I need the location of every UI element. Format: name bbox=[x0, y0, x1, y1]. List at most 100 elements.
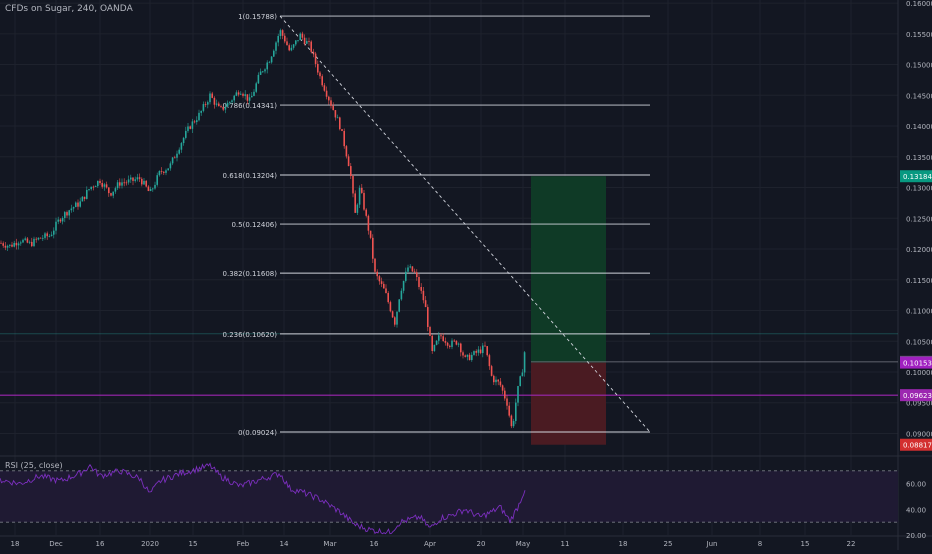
candle-body bbox=[141, 178, 143, 185]
candle-body bbox=[468, 354, 471, 361]
candle-body bbox=[444, 341, 447, 343]
candle-body bbox=[46, 233, 48, 237]
candle-body bbox=[312, 51, 315, 54]
candle-body bbox=[339, 117, 341, 130]
x-tick-label: 18 bbox=[11, 540, 20, 548]
candle-body bbox=[376, 271, 378, 277]
candle-body bbox=[475, 351, 477, 353]
candle-body bbox=[42, 237, 44, 239]
candle-body bbox=[391, 311, 394, 318]
candle-body bbox=[66, 212, 68, 216]
candle-body bbox=[75, 202, 77, 208]
candle-body bbox=[281, 30, 284, 36]
candle-body bbox=[290, 47, 293, 51]
candle-body bbox=[61, 217, 64, 222]
candle-body bbox=[429, 327, 431, 336]
candle-body bbox=[284, 35, 286, 42]
candle-body bbox=[233, 95, 235, 101]
candle-body bbox=[4, 245, 7, 248]
candle-body bbox=[72, 207, 75, 209]
candle-body bbox=[185, 130, 187, 138]
candle-body bbox=[308, 41, 310, 42]
candle-body bbox=[477, 349, 480, 353]
candle-body bbox=[101, 183, 103, 187]
candle-body bbox=[416, 272, 418, 278]
candle-body bbox=[334, 110, 337, 118]
candle-body bbox=[187, 126, 189, 131]
candle-body bbox=[246, 94, 249, 101]
candle-body bbox=[519, 376, 521, 387]
candle-body bbox=[299, 33, 301, 41]
candle-body bbox=[242, 93, 244, 96]
candle-body bbox=[114, 188, 117, 192]
candle-body bbox=[22, 239, 24, 243]
rsi-line bbox=[0, 462, 526, 535]
fib-level-label: 0.5(0.12406) bbox=[231, 221, 277, 229]
candle-body bbox=[367, 215, 370, 231]
candle-body bbox=[431, 335, 433, 351]
candle-body bbox=[350, 166, 352, 176]
candle-body bbox=[198, 112, 200, 121]
candle-body bbox=[224, 106, 227, 110]
candle-body bbox=[50, 234, 53, 237]
candle-body bbox=[97, 180, 99, 187]
candle-body bbox=[385, 288, 387, 294]
candle-body bbox=[31, 241, 33, 247]
candle-body bbox=[143, 180, 145, 185]
candle-body bbox=[372, 237, 374, 259]
candle-body bbox=[286, 41, 288, 46]
candle-body bbox=[108, 187, 110, 194]
candle-body bbox=[229, 101, 231, 103]
candle-body bbox=[215, 103, 218, 105]
candle-body bbox=[68, 210, 70, 216]
candle-body bbox=[6, 245, 9, 248]
candle-body bbox=[449, 345, 451, 347]
candle-body bbox=[488, 355, 491, 367]
candle-body bbox=[374, 258, 376, 272]
candle-body bbox=[24, 238, 26, 240]
candle-body bbox=[119, 182, 121, 186]
candle-body bbox=[182, 137, 185, 144]
candle-body bbox=[248, 97, 251, 101]
candle-body bbox=[343, 130, 345, 147]
candle-body bbox=[508, 405, 510, 416]
candle-body bbox=[77, 202, 79, 207]
candle-body bbox=[303, 37, 306, 44]
candle-body bbox=[200, 110, 202, 113]
candle-body bbox=[240, 93, 242, 95]
candle-body bbox=[422, 290, 425, 301]
candle-body bbox=[504, 390, 506, 399]
candle-body bbox=[94, 186, 97, 188]
candle-body bbox=[306, 41, 308, 44]
candle-body bbox=[369, 230, 372, 238]
candle-body bbox=[154, 184, 156, 189]
fib-level-label: 0.786(0.14341) bbox=[223, 102, 278, 110]
candle-body bbox=[59, 219, 62, 222]
candle-body bbox=[39, 237, 42, 239]
candle-body bbox=[88, 189, 90, 191]
candle-body bbox=[103, 184, 106, 187]
candle-body bbox=[209, 93, 211, 103]
candle-body bbox=[264, 69, 266, 72]
candle-body bbox=[83, 196, 86, 199]
candle-body bbox=[471, 354, 473, 361]
candle-body bbox=[167, 168, 169, 171]
candle-body bbox=[48, 236, 51, 237]
candle-body bbox=[193, 121, 196, 123]
price-badge bbox=[900, 438, 932, 451]
x-tick-label: 2020 bbox=[141, 540, 159, 548]
candle-body bbox=[220, 106, 222, 107]
candle-body bbox=[358, 187, 361, 205]
candle-body bbox=[9, 244, 11, 246]
candle-body bbox=[235, 92, 238, 96]
candle-body bbox=[132, 177, 134, 181]
candle-body bbox=[147, 186, 150, 192]
candle-body bbox=[418, 277, 420, 287]
candle-body bbox=[380, 281, 383, 284]
candle-body bbox=[490, 366, 493, 376]
candle-body bbox=[53, 230, 55, 235]
candle-body bbox=[361, 187, 363, 193]
